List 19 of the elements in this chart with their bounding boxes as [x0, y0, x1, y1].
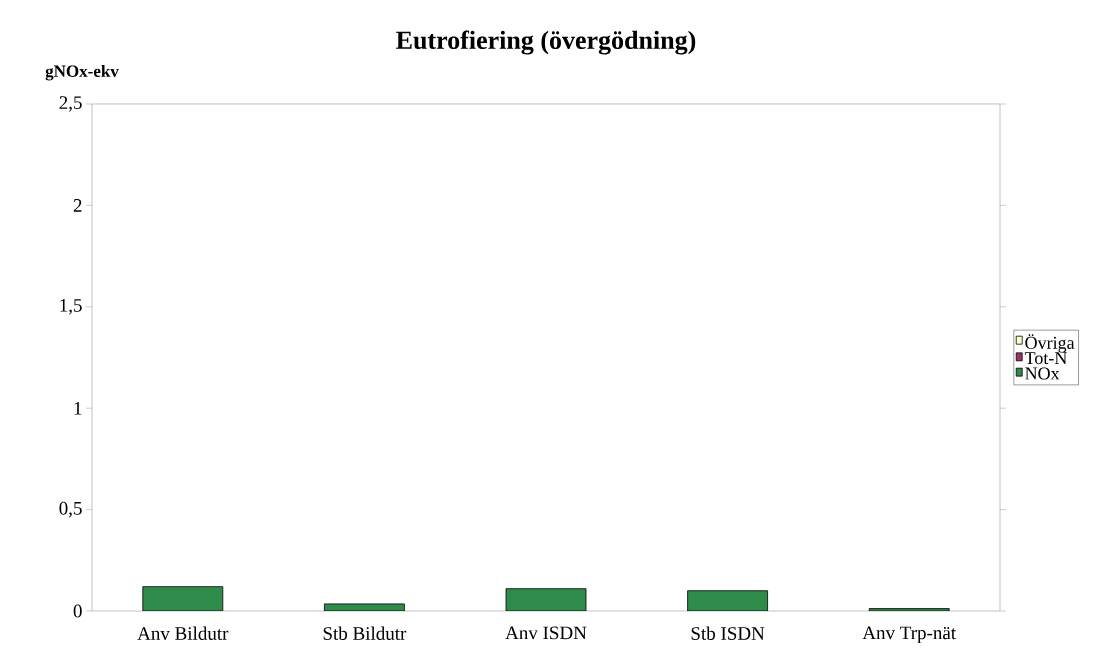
x-tick-label: Stb Bildutr — [323, 626, 407, 640]
legend-label: Övriga — [1025, 334, 1075, 353]
y-axis-title: gNOx-ekv — [45, 64, 119, 81]
bar — [687, 590, 769, 611]
legend-label: Tot-N — [1024, 352, 1067, 365]
y-tick-label: 1 — [74, 401, 82, 415]
bar — [505, 588, 587, 611]
y-tick-label: 2,5 — [59, 96, 82, 112]
y-tick-label: 0,5 — [59, 501, 82, 518]
chart-title: Eutrofiering (övergödning) — [396, 30, 696, 55]
bar — [142, 586, 224, 611]
x-tick-label: Anv ISDN — [505, 626, 587, 640]
legend-label: NOx — [1025, 367, 1060, 380]
y-tick-label: 0 — [73, 604, 82, 618]
x-tick-label: Anv Trp-nät — [862, 626, 956, 644]
x-tick-label: Anv Bildutr — [137, 626, 229, 640]
x-tick-label: Stb ISDN — [691, 626, 765, 640]
y-tick-label: 2 — [73, 199, 82, 212]
y-tick-label: 1,5 — [60, 299, 82, 315]
